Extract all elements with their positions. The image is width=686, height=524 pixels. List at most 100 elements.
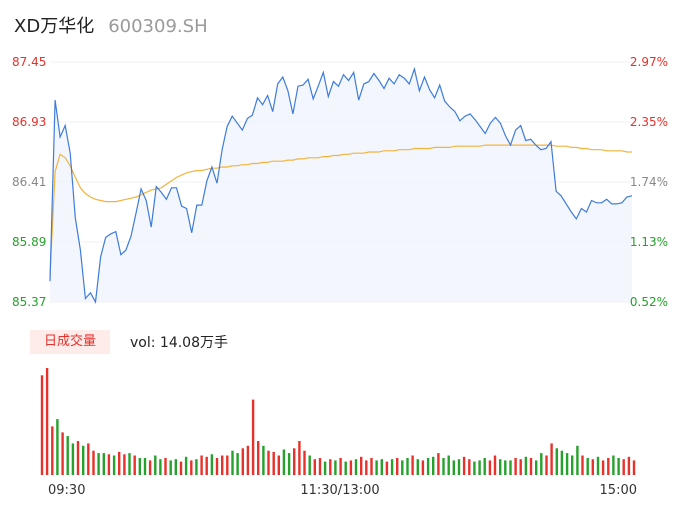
volume-bar — [596, 456, 600, 475]
volume-bar — [529, 458, 533, 475]
volume-bar — [164, 458, 167, 475]
pct-tick-0: 2.97% — [630, 55, 668, 69]
volume-bar — [97, 453, 100, 475]
volume-bar — [483, 458, 486, 475]
stock-header: XD万华化 600309.SH — [14, 12, 208, 40]
volume-bar — [545, 455, 548, 475]
price-tick-0: 87.45 — [12, 55, 46, 69]
volume-bar — [540, 453, 543, 475]
volume-bar — [61, 432, 64, 475]
volume-bar — [632, 460, 636, 475]
stock-code: 600309.SH — [108, 16, 208, 37]
volume-bar — [51, 426, 54, 475]
volume-bars — [40, 368, 636, 476]
volume-bar — [339, 458, 342, 475]
daily-volume-tab[interactable]: 日成交量 — [30, 330, 110, 354]
volume-bar — [401, 460, 404, 475]
volume-bar — [56, 419, 59, 475]
volume-bar — [550, 443, 553, 475]
volume-bar — [205, 456, 208, 475]
volume-bar — [267, 450, 270, 475]
volume-bar — [452, 460, 455, 475]
volume-bar — [148, 460, 152, 475]
volume-bar — [576, 445, 579, 475]
volume-bar — [123, 454, 126, 475]
price-line — [49, 66, 633, 304]
volume-bar — [138, 458, 141, 475]
volume-bar — [323, 461, 327, 475]
price-tick-2: 86.41 — [12, 175, 46, 189]
volume-bar — [92, 450, 95, 475]
volume-bar — [303, 450, 306, 475]
volume-bar — [375, 460, 378, 475]
volume-bar — [488, 460, 492, 475]
volume-bar — [617, 458, 620, 475]
volume-bar — [421, 460, 425, 475]
volume-bar — [607, 458, 610, 475]
volume-bar — [287, 453, 291, 475]
volume-bar — [118, 451, 121, 475]
volume-bar — [457, 459, 461, 475]
volume-bar — [468, 459, 471, 475]
volume-bar — [473, 461, 476, 475]
volume-bar — [432, 456, 435, 475]
volume-bar — [535, 460, 538, 475]
volume-bar — [519, 459, 522, 475]
price-tick-1: 86.93 — [12, 115, 46, 129]
volume-bar — [627, 456, 631, 475]
volume-bar — [565, 453, 569, 475]
volume-bar — [200, 455, 203, 475]
volume-bar — [354, 459, 358, 475]
volume-bar — [241, 448, 244, 476]
pct-tick-3: 1.13% — [630, 235, 668, 249]
volume-bar — [411, 455, 414, 475]
volume-bar — [318, 458, 322, 475]
volume-bar — [396, 458, 399, 475]
volume-bar — [76, 441, 80, 475]
time-label-end: 15:00 — [600, 483, 637, 498]
volume-bar — [406, 458, 409, 475]
volume-bar — [195, 459, 198, 475]
volume-bar — [231, 450, 234, 475]
volume-bar — [334, 460, 337, 475]
volume-bar — [370, 458, 373, 475]
volume-bar — [586, 458, 589, 475]
volume-bar — [365, 460, 368, 475]
volume-bar — [40, 375, 44, 475]
volume-bar — [262, 445, 265, 475]
volume-bar — [329, 459, 332, 475]
volume-bar — [107, 454, 111, 475]
volume-bar — [437, 453, 440, 475]
volume-bar — [184, 456, 188, 475]
volume-bar — [524, 456, 528, 475]
volume-bar — [416, 459, 419, 475]
time-label-start: 09:30 — [48, 483, 85, 498]
volume-bar — [493, 455, 497, 475]
volume-bar — [102, 453, 105, 475]
pct-tick-4: 0.52% — [630, 295, 668, 309]
stock-name: XD万华化 — [14, 16, 95, 37]
volume-bar — [154, 455, 157, 475]
volume-bar — [591, 459, 594, 475]
price-tick-3: 85.89 — [12, 235, 46, 249]
volume-bar — [159, 459, 162, 475]
volume-bar — [555, 448, 558, 476]
volume-bar — [462, 456, 466, 475]
volume-bar — [66, 436, 69, 475]
volume-bar — [308, 455, 311, 475]
volume-bar — [612, 455, 615, 475]
volume-bar — [45, 368, 49, 475]
volume-bar — [169, 460, 172, 475]
pct-tick-1: 2.35% — [630, 115, 668, 129]
volume-bar — [293, 448, 296, 476]
volume-bar — [313, 459, 316, 475]
volume-bar — [360, 456, 363, 475]
average-price-line — [49, 144, 632, 276]
volume-readout: vol: 14.08万手 — [130, 335, 228, 351]
volume-bar — [298, 441, 301, 475]
volume-bar — [226, 455, 229, 475]
volume-bar — [499, 459, 502, 475]
volume-bar — [380, 459, 383, 475]
volume-bar — [143, 458, 147, 475]
